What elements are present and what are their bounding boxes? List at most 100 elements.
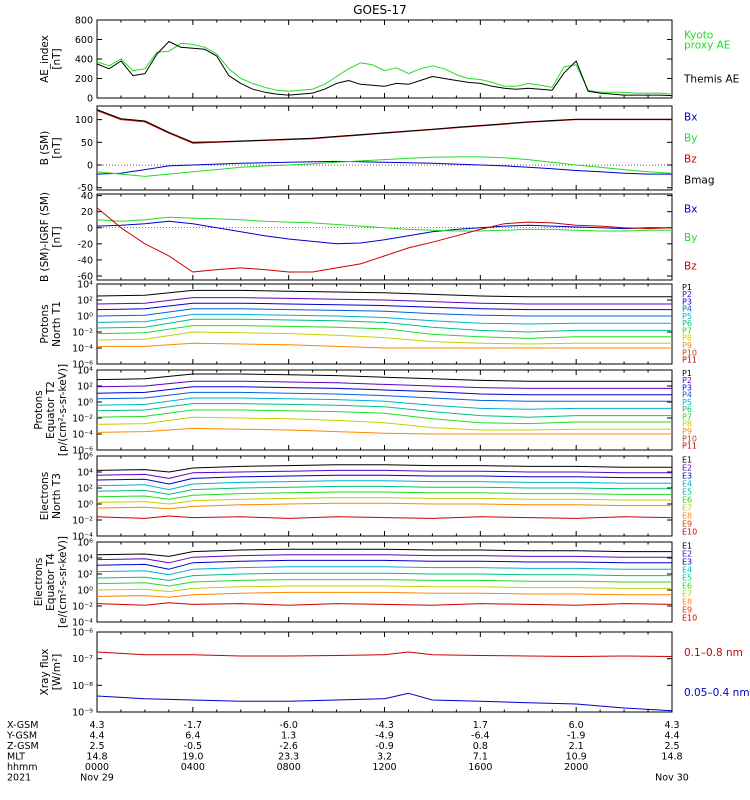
legend-entry: Bx [684, 203, 697, 215]
y-axis-label: [e/(cm²-s-sr-keV)] [57, 536, 69, 628]
y-tick-label: 0 [87, 223, 93, 234]
time-row-value: 6.0 [569, 720, 584, 731]
legend-entry: E2 [682, 549, 692, 558]
time-row-value: 7.1 [473, 752, 488, 763]
series-line-e5 [96, 572, 672, 581]
legend-entry: By [684, 232, 697, 244]
series-line-e10 [96, 515, 673, 519]
series-line-e2 [96, 469, 672, 479]
y-tick-label: -50 [77, 183, 93, 194]
legend-entry: By [684, 133, 697, 145]
y-axis-label: [nT] [51, 137, 63, 158]
y-tick-label: 10⁻⁷ [72, 654, 93, 665]
series-line-e4 [96, 566, 672, 576]
series-line-p5 [96, 313, 672, 325]
y-tick-label: 10² [77, 382, 93, 393]
legend-entry: P9 [682, 341, 692, 350]
y-tick-label: -40 [77, 255, 93, 266]
series-line-e1 [96, 464, 672, 473]
series-line-themis-ae [96, 41, 673, 97]
legend-entry: E8 [682, 597, 692, 606]
y-axis-label: North T3 [51, 473, 63, 519]
time-row-value: 3.2 [377, 752, 392, 763]
time-row-value: -2.6 [279, 741, 298, 752]
time-row-value: 2.1 [569, 741, 584, 752]
legend-entry: E3 [682, 471, 692, 480]
series-line-p4 [96, 308, 672, 317]
y-tick-label: 10⁴ [77, 280, 93, 291]
series-line-p2 [96, 380, 672, 389]
y-tick-label: 200 [75, 74, 93, 85]
legend-entry: E3 [682, 557, 692, 566]
year-label: 2021 [7, 773, 31, 784]
series-line-p8 [96, 331, 672, 345]
y-tick-label: 10⁻² [72, 328, 93, 339]
legend-entry: P1 [682, 283, 692, 292]
legend-entry: P5 [682, 398, 692, 407]
legend-entry: P2 [682, 376, 692, 385]
time-row-value: -6.0 [279, 720, 298, 731]
panel-frame [96, 283, 673, 365]
legend-entry: P3 [682, 383, 692, 392]
series-line-bmag [96, 109, 672, 143]
series-line-e4 [96, 480, 672, 491]
legend-entry: E1 [682, 455, 692, 464]
legend-entry: P1 [682, 369, 692, 378]
y-tick-label: 0 [87, 94, 93, 105]
y-tick-label: 10⁻⁶ [72, 446, 93, 457]
panel-frame [96, 455, 673, 537]
legend-entry: P8 [682, 420, 692, 429]
y-axis-label: Equator T4 [45, 553, 57, 611]
y-tick-label: 10⁻⁹ [72, 708, 93, 719]
time-row-value: 4.3 [89, 720, 104, 731]
legend-entry: Themis AE [683, 74, 739, 86]
time-row-value: 1.3 [281, 731, 296, 742]
series-line-0-05-0-4-nm [96, 692, 673, 712]
panel-b_sm: -50 0 50 100 B (SM) [nT] Bx By Bz Bmag [39, 105, 715, 194]
time-row-value: 0400 [181, 762, 205, 773]
time-row-value: -6.4 [471, 731, 490, 742]
series-line-p3 [96, 386, 672, 396]
y-tick-label: 800 [75, 16, 93, 27]
series-line-p9 [97, 342, 672, 349]
panel-xray_flux: 10⁻⁹ 10⁻⁸ 10⁻⁷ 10⁻⁶ Xray flux [W/m²] 0.1–0.8 n… [39, 628, 750, 719]
legend-entry: E7 [682, 589, 692, 598]
series-line-e10 [96, 602, 673, 606]
date-start: Nov 29 [80, 773, 114, 784]
legend-entry: P5 [682, 312, 692, 321]
legend-entry: P10 [682, 434, 697, 443]
time-row-value: 23.3 [278, 752, 299, 763]
series-line-p6 [96, 318, 672, 333]
legend-entry: E2 [682, 463, 692, 472]
y-axis-label: Equator T2 [45, 381, 57, 439]
legend-entry: P3 [682, 297, 692, 306]
y-tick-label: 100 [75, 115, 93, 126]
time-row-value: 14.8 [661, 752, 682, 763]
y-axis-label: AE_index [39, 35, 51, 83]
y-axis-label: Protons [33, 390, 45, 429]
legend-entry: P7 [682, 326, 692, 335]
legend-entry: E9 [682, 519, 692, 528]
legend-entry: E6 [682, 581, 692, 590]
y-tick-label: 10⁻² [72, 414, 93, 425]
legend-entry: Kyoto [684, 30, 713, 42]
time-row-value: 2000 [564, 762, 588, 773]
time-row-value: 0800 [277, 762, 301, 773]
time-row-label: MLT [7, 752, 25, 763]
legend-entry: Bz [684, 261, 697, 273]
y-tick-label: 40 [81, 191, 93, 202]
series-line-p1 [96, 289, 672, 298]
date-end: Nov 30 [655, 773, 689, 784]
y-tick-label: 10⁻² [72, 516, 93, 527]
panel-electrons_equator_t4: 10⁻⁴ 10⁻² 10⁰ 10² 10⁴ 10⁶ Electrons Equator T4[… [33, 536, 697, 628]
legend-entry: Bmag [684, 175, 715, 187]
legend-entry: P6 [682, 405, 692, 414]
series-line-e1 [96, 548, 672, 557]
series-line-e3 [96, 474, 672, 485]
series-line-p8 [96, 416, 672, 431]
series-line-e6 [96, 579, 672, 587]
time-row-value: -1.7 [184, 720, 203, 731]
